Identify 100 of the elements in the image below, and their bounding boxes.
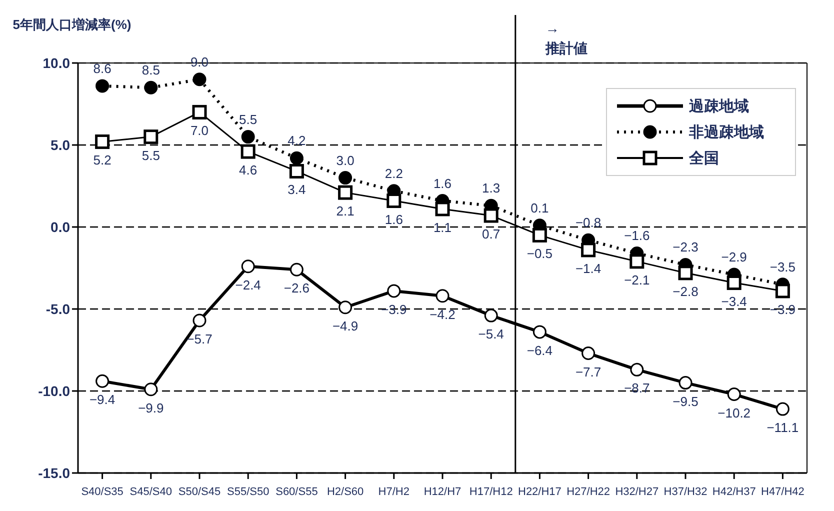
- data-label: −2.4: [235, 277, 261, 292]
- data-label: −6.4: [526, 342, 553, 358]
- point: [338, 300, 352, 314]
- data-label: −11.1: [766, 420, 799, 436]
- point: [192, 72, 206, 86]
- point: [582, 346, 596, 360]
- data-label: −2.1: [624, 272, 650, 288]
- data-label: 8.5: [142, 62, 160, 78]
- y-tick-label: -15.0: [38, 464, 70, 481]
- point: [240, 144, 256, 159]
- x-tick-label: H22/H17: [518, 486, 562, 498]
- x-tick-label: S45/S40: [130, 486, 172, 498]
- data-label: 2.1: [336, 204, 354, 219]
- point: [96, 79, 110, 93]
- point: [290, 262, 304, 276]
- data-label: −4.2: [430, 306, 456, 322]
- data-label: 2.2: [384, 166, 403, 181]
- data-label: −3.5: [770, 259, 796, 274]
- point: [630, 362, 644, 376]
- point: [532, 325, 546, 339]
- x-tick-label: H47/H42: [760, 486, 804, 498]
- data-label: −1.6: [624, 228, 650, 244]
- y-tick-label: 10.0: [42, 54, 70, 71]
- data-label: 0.7: [482, 226, 500, 242]
- point: [387, 284, 401, 298]
- data-label: 1.3: [482, 180, 500, 196]
- point: [435, 202, 450, 216]
- point: [96, 374, 110, 388]
- data-label: −9.5: [672, 394, 698, 409]
- legend-label: 全国: [689, 148, 719, 168]
- data-label: −1.4: [575, 260, 602, 276]
- data-label: −5.7: [186, 331, 212, 346]
- point: [192, 104, 207, 120]
- point: [289, 164, 304, 178]
- point: [581, 242, 596, 258]
- point: [338, 185, 353, 200]
- data-label: −9.9: [138, 400, 164, 416]
- point: [532, 228, 547, 242]
- data-label: 3.0: [336, 152, 354, 168]
- y-tick-label: -10.0: [38, 382, 70, 399]
- x-tick-label: S40/S35: [81, 486, 124, 498]
- data-label: 1.6: [384, 212, 403, 227]
- point: [678, 266, 693, 280]
- data-label: 4.6: [239, 162, 258, 178]
- data-label: 5.5: [142, 148, 160, 163]
- data-label: −2.3: [672, 240, 698, 255]
- point: [241, 130, 255, 144]
- data-label: −0.8: [575, 215, 602, 230]
- data-label: 4.2: [288, 133, 306, 148]
- y-tick-label: -5.0: [46, 300, 70, 317]
- point: [290, 151, 304, 165]
- data-label: 0.1: [530, 200, 549, 216]
- x-tick-label: S60/S55: [276, 486, 318, 498]
- point: [144, 80, 158, 94]
- data-label: −4.9: [332, 318, 358, 334]
- data-label: 5.5: [239, 112, 258, 127]
- point: [144, 382, 158, 396]
- point: [776, 402, 790, 416]
- x-tick-label: H32/H27: [615, 486, 659, 498]
- data-label: −0.5: [526, 246, 553, 262]
- text: 5年間人口増減率(%): [12, 16, 132, 34]
- point: [241, 260, 255, 274]
- data-label: 8.6: [93, 60, 112, 76]
- legend-label: 過疎地域: [689, 96, 749, 116]
- ref-line-label: → 推計値: [544, 20, 588, 56]
- data-label: −10.2: [718, 405, 751, 420]
- x-tick-label: S50/S45: [178, 486, 221, 498]
- x-tick-label: H2/S60: [326, 486, 364, 498]
- data-label: 3.4: [288, 182, 306, 198]
- point: [630, 254, 644, 269]
- data-label: −2.9: [721, 250, 747, 265]
- point: [95, 134, 110, 149]
- point: [775, 284, 790, 298]
- point: [678, 376, 692, 390]
- point: [484, 308, 498, 322]
- x-tick-label: H7/H2: [378, 486, 410, 498]
- data-label: −2.8: [672, 284, 698, 299]
- x-tick-label: H42/H37: [712, 486, 756, 498]
- point: [484, 208, 498, 223]
- data-label: 7.0: [190, 123, 209, 138]
- point: [192, 314, 206, 328]
- data-label: −2.6: [284, 280, 310, 296]
- point: [338, 171, 352, 185]
- point: [726, 276, 742, 290]
- data-label: 1.6: [433, 176, 452, 191]
- legend-label: 非過疎地域: [689, 122, 764, 142]
- point: [727, 388, 741, 402]
- data-label: 5.2: [93, 152, 112, 168]
- data-label: −9.4: [89, 392, 116, 408]
- data-label: 1.1: [433, 220, 452, 235]
- y-tick-label: 0.0: [50, 218, 70, 235]
- point: [144, 130, 158, 144]
- x-tick-label: H37/H32: [664, 486, 708, 498]
- x-tick-label: H12/H7: [424, 486, 462, 498]
- x-tick-label: H27/H22: [566, 486, 610, 498]
- data-label: −3.4: [721, 294, 747, 309]
- data-label: −7.7: [575, 364, 602, 380]
- x-tick-label: H17/H12: [469, 486, 513, 498]
- point: [386, 194, 402, 208]
- y-tick-label: 5.0: [50, 136, 70, 153]
